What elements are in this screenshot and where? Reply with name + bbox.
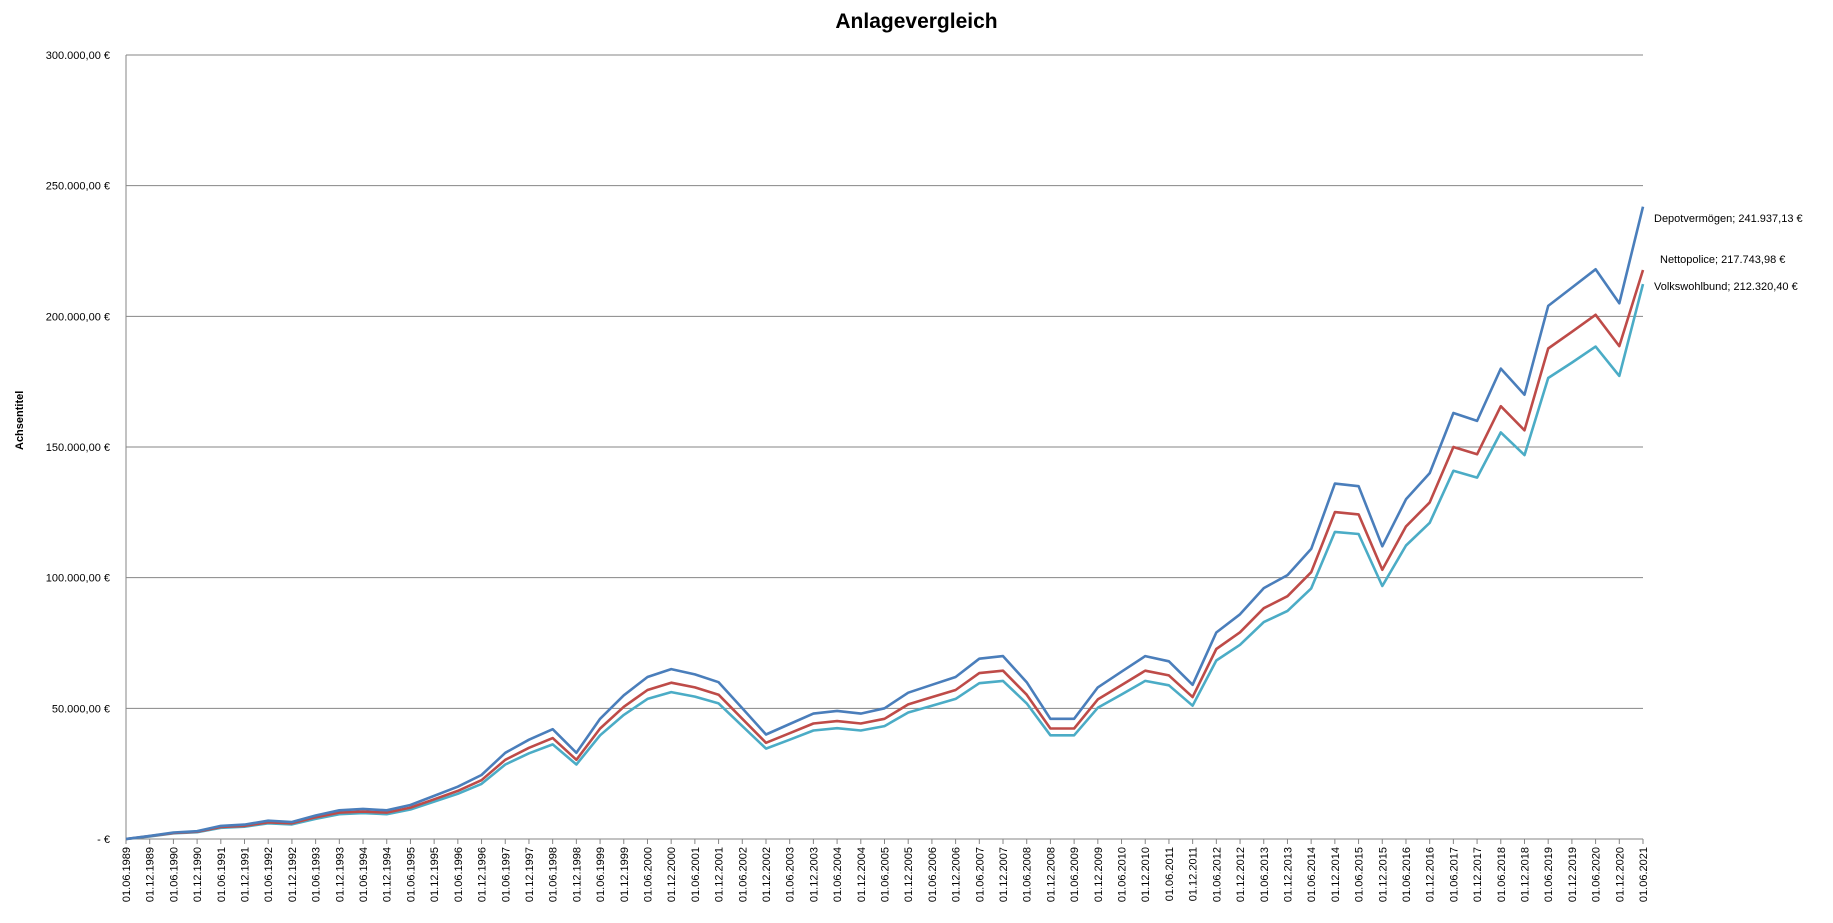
- x-tick-label: 01.06.2009: [1069, 847, 1081, 902]
- x-tick-label: 01.06.1998: [548, 847, 560, 902]
- x-tick-label: 01.12.2011: [1188, 847, 1200, 901]
- series-line-depotvermögen: [125, 206, 1645, 841]
- x-tick-label: 01.06.2000: [642, 847, 654, 902]
- x-tick-label: 01.12.2000: [666, 847, 678, 902]
- x-tick-label: 01.12.1997: [524, 847, 536, 902]
- x-tick-label: 01.06.1991: [216, 847, 228, 902]
- y-tick-label: 100.000,00 €: [46, 573, 110, 585]
- y-tick-label: 300.000,00 €: [46, 50, 110, 62]
- x-tick-label: 01.12.2001: [714, 847, 726, 902]
- x-tick-label: 01.12.2006: [951, 847, 963, 902]
- x-tick-label: 01.06.2004: [832, 847, 844, 902]
- x-tick-label: 01.06.2018: [1496, 847, 1508, 902]
- x-tick-label: 01.06.2021: [1638, 847, 1650, 902]
- x-tick-label: 01.12.2016: [1425, 847, 1437, 902]
- x-tick-label: 01.06.1989: [121, 847, 133, 902]
- x-tick-label: 01.12.1992: [287, 847, 299, 902]
- x-tick-label: 01.06.2011: [1164, 847, 1176, 901]
- x-tick-label: 01.06.2002: [737, 847, 749, 902]
- x-tick-label: 01.06.1990: [168, 847, 180, 902]
- x-tick-label: 01.12.2013: [1282, 847, 1294, 902]
- x-tick-label: 01.12.1989: [145, 847, 157, 902]
- x-tick-label: 01.12.1991: [240, 847, 252, 902]
- x-tick-label: 01.06.1997: [500, 847, 512, 902]
- x-tick-label: 01.06.2001: [690, 847, 702, 902]
- x-tick-label: 01.12.2004: [856, 847, 868, 902]
- x-tick-label: 01.12.2014: [1330, 847, 1342, 902]
- x-tick-label: 01.06.2016: [1401, 847, 1413, 902]
- x-tick-label: 01.12.2007: [998, 847, 1010, 902]
- x-tick-label: 01.06.1996: [453, 847, 465, 902]
- x-tick-label: 01.06.2008: [1022, 847, 1034, 902]
- x-tick-label: 01.12.2020: [1614, 847, 1626, 902]
- x-tick-label: 01.06.2014: [1306, 847, 1318, 902]
- x-tick-label: 01.06.2010: [1117, 847, 1129, 902]
- series-end-label: Volkswohlbund; 212.320,40 €: [1654, 281, 1798, 293]
- chart-title: Anlagevergleich: [835, 10, 998, 33]
- series-line-nettopolice: [125, 269, 1645, 841]
- series-end-label: Depotvermögen; 241.937,13 €: [1654, 213, 1803, 225]
- x-tick-label: 01.12.2012: [1235, 847, 1247, 902]
- x-tick-label: 01.12.2010: [1140, 847, 1152, 902]
- x-tick-label: 01.06.2006: [927, 847, 939, 902]
- x-tick-label: 01.12.2017: [1472, 847, 1484, 902]
- x-tick-label: 01.06.1992: [263, 847, 275, 902]
- x-tick-label: 01.06.2017: [1448, 847, 1460, 902]
- x-tick-label: 01.12.2015: [1377, 847, 1389, 902]
- x-tick-label: 01.12.2018: [1519, 847, 1531, 902]
- x-tick-label: 01.06.2003: [785, 847, 797, 902]
- x-tick-label: 01.06.1999: [595, 847, 607, 902]
- x-tick-label: 01.12.1996: [477, 847, 489, 902]
- y-tick-label: 150.000,00 €: [46, 442, 110, 454]
- x-tick-label: 01.06.2013: [1259, 847, 1271, 902]
- x-tick-label: 01.06.1993: [311, 847, 323, 902]
- x-tick-label: 01.06.2005: [880, 847, 892, 902]
- x-tick-label: 01.12.2002: [761, 847, 773, 902]
- y-tick-label: - €: [97, 834, 110, 846]
- x-tick-label: 01.12.2005: [903, 847, 915, 902]
- x-tick-label: 01.12.1994: [382, 847, 394, 902]
- x-tick-label: 01.12.1999: [619, 847, 631, 902]
- x-tick-label: 01.06.2007: [974, 847, 986, 902]
- x-tick-label: 01.12.1998: [571, 847, 583, 902]
- y-tick-label: 200.000,00 €: [46, 311, 110, 323]
- x-tick-label: 01.12.1993: [334, 847, 346, 902]
- x-tick-label: 01.12.2008: [1045, 847, 1057, 902]
- x-tick-label: 01.12.1995: [429, 847, 441, 902]
- series-end-label: Nettopolice; 217.743,98 €: [1660, 254, 1785, 266]
- x-tick-label: 01.06.2020: [1591, 847, 1603, 902]
- x-tick-label: 01.12.2003: [808, 847, 820, 902]
- series-line-volkswohlbund: [125, 283, 1645, 841]
- y-tick-label: 50.000,00 €: [52, 703, 110, 715]
- x-tick-label: 01.06.2019: [1543, 847, 1555, 902]
- x-tick-label: 01.06.2012: [1211, 847, 1223, 902]
- y-axis-title: Achsentitel: [14, 390, 26, 450]
- x-tick-label: 01.06.1995: [405, 847, 417, 902]
- x-tick-label: 01.12.2019: [1567, 847, 1579, 902]
- x-tick-label: 01.12.2009: [1093, 847, 1105, 902]
- x-tick-label: 01.06.1994: [358, 847, 370, 902]
- y-tick-label: 250.000,00 €: [46, 181, 110, 193]
- x-tick-label: 01.12.1990: [192, 847, 204, 902]
- x-tick-label: 01.06.2015: [1354, 847, 1366, 902]
